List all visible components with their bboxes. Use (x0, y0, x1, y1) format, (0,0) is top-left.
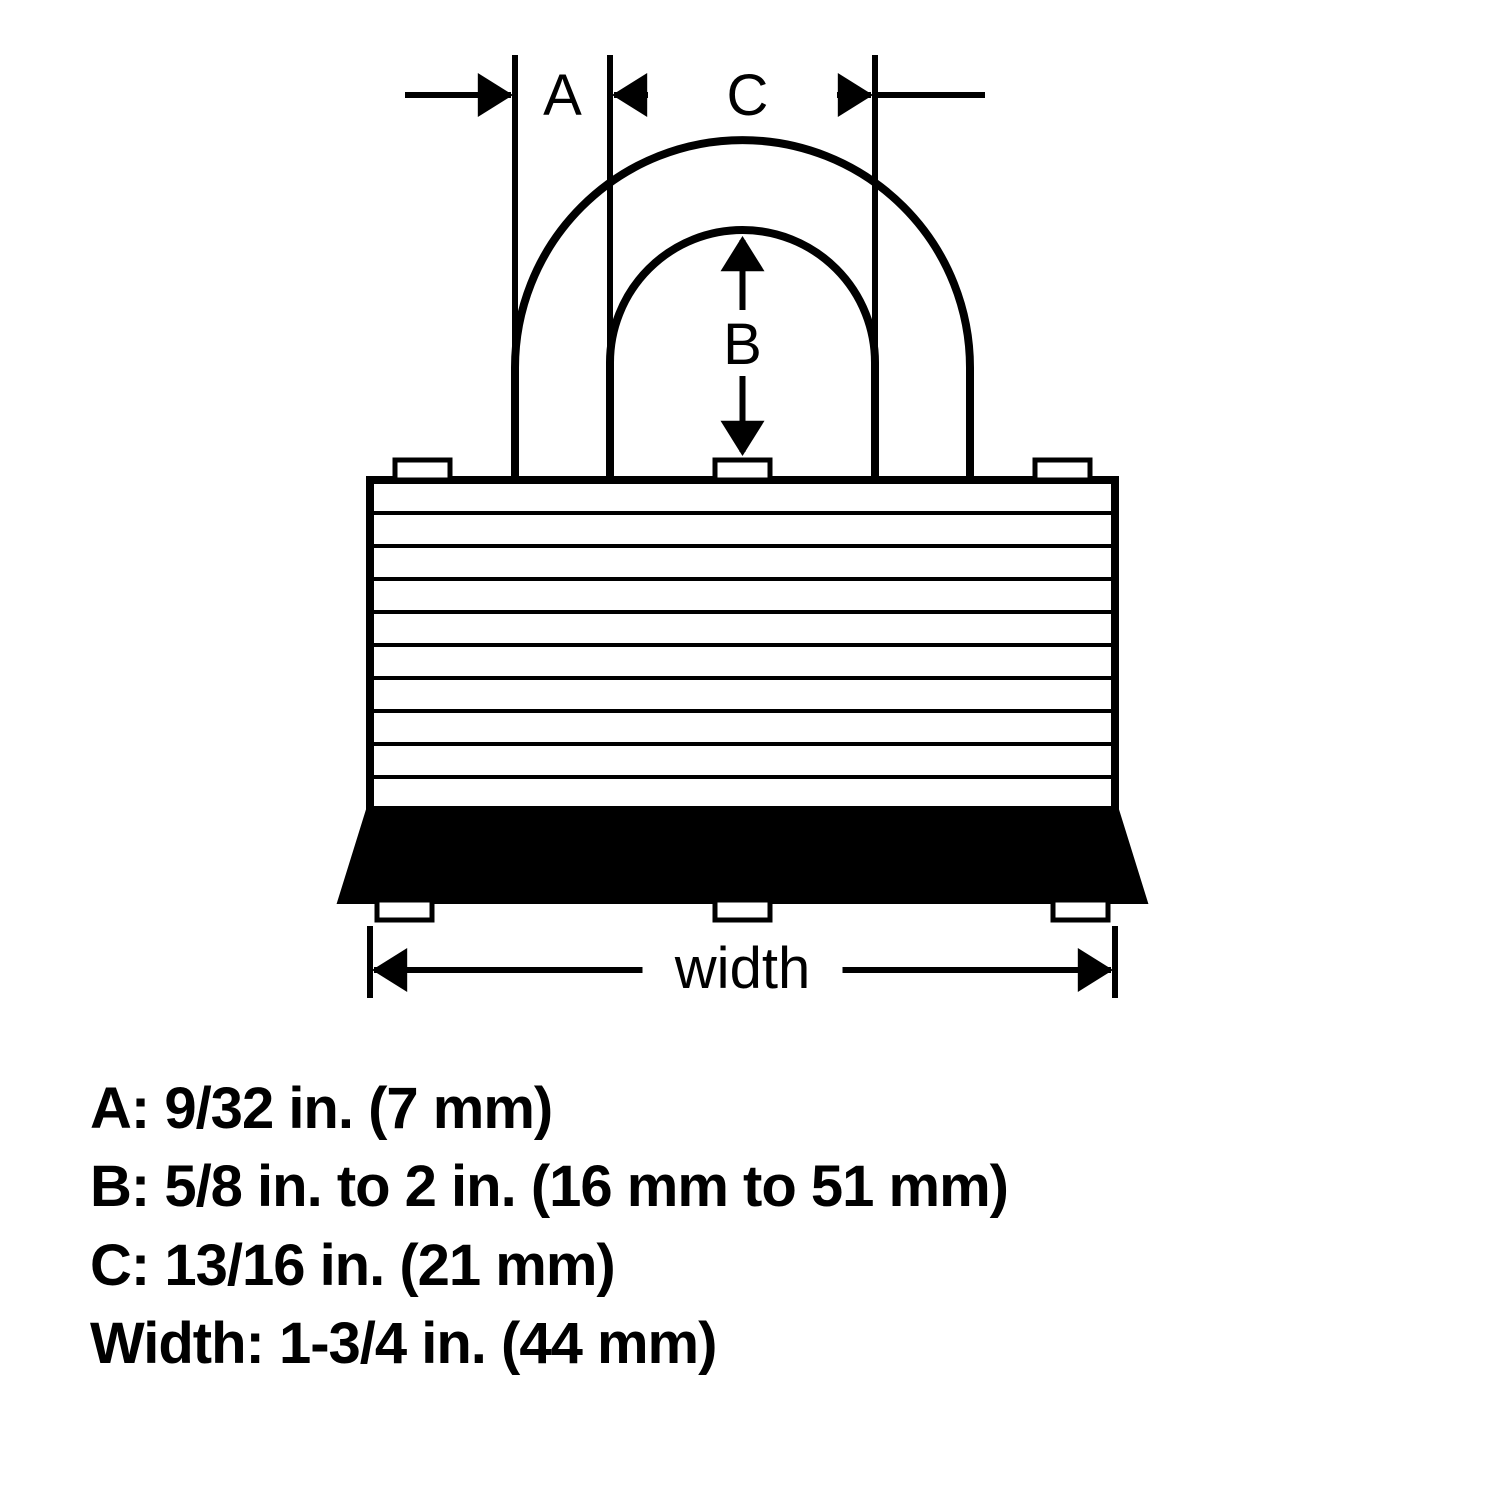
padlock-drawing: A C Bwidth (0, 0, 1500, 1050)
svg-text:C: C (727, 63, 769, 128)
spec-width: Width: 1-3/4 in. (44 mm) (90, 1305, 1008, 1383)
svg-text:A: A (543, 63, 582, 128)
spec-a: A: 9/32 in. (7 mm) (90, 1070, 1008, 1148)
spec-list: A: 9/32 in. (7 mm) B: 5/8 in. to 2 in. (… (90, 1070, 1008, 1383)
spec-c: C: 13/16 in. (21 mm) (90, 1227, 1008, 1305)
spec-b: B: 5/8 in. to 2 in. (16 mm to 51 mm) (90, 1148, 1008, 1226)
svg-text:B: B (723, 312, 762, 377)
svg-text:width: width (674, 936, 810, 1001)
padlock-spec-diagram: A C Bwidth A: 9/32 in. (7 mm) B: 5/8 in. t… (0, 0, 1500, 1500)
